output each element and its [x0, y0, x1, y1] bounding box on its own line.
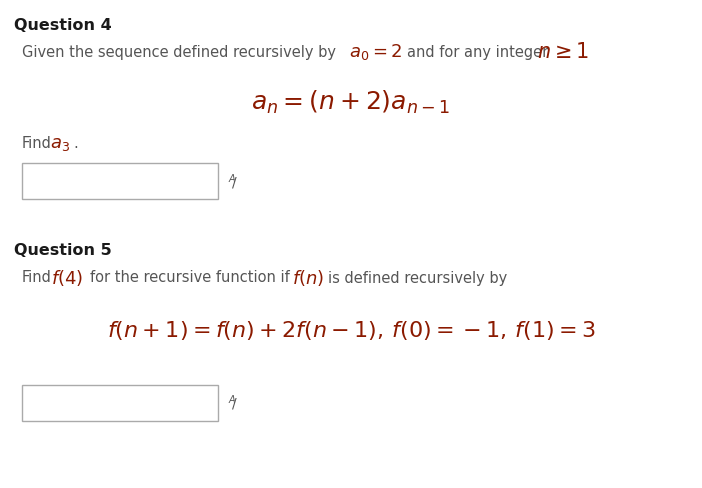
Text: Question 4: Question 4 [14, 18, 112, 33]
Text: $f(4)$: $f(4)$ [51, 268, 84, 288]
Text: $^A\!\!/$: $^A\!\!/$ [228, 393, 238, 413]
Text: Given the sequence defined recursively by: Given the sequence defined recursively b… [22, 44, 340, 60]
Text: $f(n+1) = f(n) + 2f(n-1),\, f(0) = -1,\, f(1) = 3$: $f(n+1) = f(n) + 2f(n-1),\, f(0) = -1,\,… [107, 319, 595, 342]
Text: $a_0 = 2$: $a_0 = 2$ [349, 42, 402, 62]
Text: Find: Find [22, 270, 52, 285]
Text: $a_n = (n+2)a_{n-1}$: $a_n = (n+2)a_{n-1}$ [251, 88, 451, 116]
Text: for the recursive function if: for the recursive function if [90, 270, 290, 285]
Text: .: . [73, 137, 78, 151]
Text: Question 5: Question 5 [14, 243, 112, 258]
Text: $f(n)$: $f(n)$ [292, 268, 324, 288]
FancyBboxPatch shape [22, 385, 218, 421]
Text: Find: Find [22, 137, 52, 151]
Text: $n \geq 1$: $n \geq 1$ [537, 42, 589, 62]
Text: $a_3$: $a_3$ [50, 135, 70, 153]
Text: is defined recursively by: is defined recursively by [328, 270, 508, 285]
Text: and for any integer: and for any integer [407, 44, 548, 60]
FancyBboxPatch shape [22, 163, 218, 199]
Text: $^A\!\!/$: $^A\!\!/$ [228, 172, 238, 192]
